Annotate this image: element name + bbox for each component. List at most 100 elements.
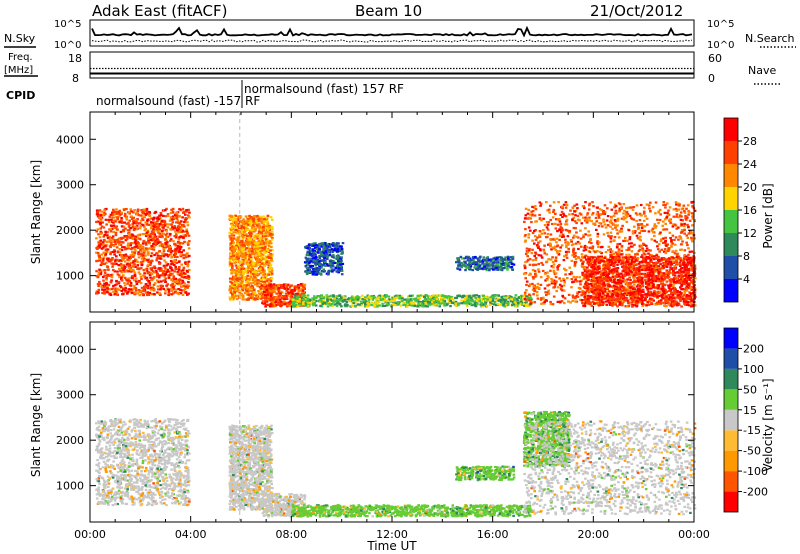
data-cell (493, 301, 497, 304)
data-cell (99, 216, 103, 219)
data-cell (682, 204, 686, 207)
data-cell (139, 250, 143, 253)
data-cell (232, 225, 235, 229)
data-cell (157, 261, 161, 264)
data-cell (129, 288, 132, 291)
data-cell (183, 221, 186, 224)
data-cell (115, 255, 118, 258)
data-cell (262, 215, 265, 218)
data-cell (170, 262, 173, 265)
data-cell (443, 304, 446, 307)
data-cell (137, 289, 141, 292)
data-cell (234, 252, 237, 255)
data-cell (172, 286, 175, 289)
data-cell (303, 294, 306, 297)
data-cell (234, 247, 237, 250)
data-cell (250, 293, 253, 296)
data-cell (610, 216, 613, 219)
data-cell (400, 295, 403, 298)
data-cell (331, 250, 334, 254)
data-cell (239, 242, 242, 245)
data-cell (588, 219, 591, 222)
data-cell (235, 270, 238, 273)
data-cell (253, 275, 256, 278)
data-cell (298, 293, 302, 296)
data-cell (104, 230, 107, 233)
data-cell (137, 242, 140, 245)
data-cell (103, 262, 106, 265)
data-cell (319, 272, 323, 275)
data-cell (236, 238, 239, 241)
data-cell (185, 261, 189, 264)
data-cell (233, 291, 237, 294)
data-cell (241, 274, 244, 277)
data-cell (353, 305, 357, 308)
data-cell (164, 267, 167, 270)
data-cell (464, 297, 467, 300)
data-cell (254, 283, 257, 286)
data-cell (232, 269, 236, 272)
data-cell (268, 284, 271, 287)
data-cell (499, 256, 503, 259)
data-cell (102, 290, 106, 293)
data-cell (117, 215, 121, 218)
data-cell (105, 285, 109, 288)
data-cell (234, 218, 238, 221)
data-cell (181, 216, 184, 219)
data-cell (171, 221, 175, 224)
data-cell (432, 294, 435, 297)
data-cell (245, 261, 248, 264)
data-cell (322, 251, 326, 255)
data-cell (108, 274, 112, 277)
data-cell (243, 277, 246, 280)
data-cell (117, 243, 121, 246)
data-cell (367, 303, 370, 306)
data-cell (129, 281, 133, 285)
data-cell (460, 299, 463, 302)
data-cell (266, 241, 270, 244)
data-cell (688, 219, 692, 222)
data-cell (351, 298, 354, 301)
data-cell (122, 292, 125, 295)
data-cell (151, 277, 154, 280)
data-cell (164, 241, 167, 245)
data-cell (183, 287, 187, 290)
data-cell (115, 228, 119, 231)
data-cell (144, 254, 147, 257)
data-cell (105, 207, 108, 211)
data-cell (297, 290, 301, 293)
data-cell (392, 295, 396, 299)
data-cell (315, 295, 318, 298)
data-cell (294, 303, 298, 307)
data-cell (462, 294, 466, 297)
data-cell (229, 248, 232, 251)
data-cell (257, 290, 260, 293)
data-cell (250, 296, 253, 299)
data-cell (231, 279, 235, 282)
data-cell (162, 226, 165, 229)
data-cell (245, 239, 249, 242)
data-cell (433, 300, 436, 303)
data-cell (262, 301, 266, 304)
data-cell (249, 268, 253, 271)
data-cell (167, 253, 171, 257)
data-cell (102, 279, 105, 282)
data-cell (500, 295, 503, 298)
data-cell (468, 266, 471, 269)
data-cell (140, 267, 143, 270)
data-cell (124, 278, 128, 281)
data-cell (160, 280, 163, 283)
data-cell (122, 254, 125, 257)
data-cell (502, 263, 505, 267)
data-cell (470, 304, 474, 307)
data-cell (232, 224, 236, 227)
data-cell (497, 294, 500, 297)
data-cell (642, 219, 646, 222)
data-cell (240, 241, 244, 244)
data-cell (268, 240, 271, 243)
data-cell (120, 289, 124, 293)
data-cell (259, 244, 262, 247)
data-cell (479, 303, 482, 306)
data-cell (245, 235, 249, 238)
data-cell (166, 235, 170, 238)
